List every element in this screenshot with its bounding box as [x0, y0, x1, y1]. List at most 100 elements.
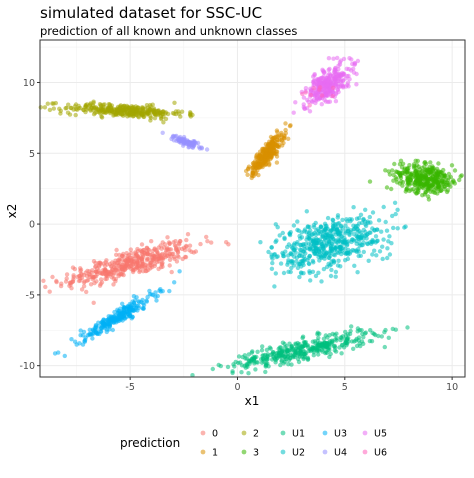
point [343, 340, 348, 346]
point [346, 335, 351, 341]
point [290, 353, 295, 358]
point [291, 248, 296, 253]
legend-item: 3 [241, 448, 259, 459]
point [287, 356, 293, 361]
point [272, 284, 277, 289]
point [270, 140, 275, 146]
point [415, 186, 420, 191]
point [333, 245, 338, 251]
point [316, 238, 321, 243]
point [275, 130, 280, 135]
point [267, 345, 272, 350]
series-1 [243, 121, 293, 181]
point [176, 255, 181, 260]
point [335, 73, 340, 78]
point [159, 261, 164, 266]
point [99, 326, 104, 331]
point [363, 207, 368, 212]
point [177, 139, 182, 144]
point [310, 258, 315, 264]
point [301, 271, 306, 276]
point [311, 222, 317, 228]
point [426, 183, 431, 188]
point [190, 373, 195, 378]
point [143, 268, 148, 274]
point [128, 247, 133, 252]
point [89, 332, 94, 337]
point [383, 327, 388, 333]
point [149, 292, 154, 297]
point [263, 158, 268, 163]
point [328, 273, 334, 279]
point [289, 265, 294, 271]
point [307, 245, 313, 250]
point [143, 252, 148, 257]
point [380, 244, 385, 249]
point [385, 255, 390, 261]
point [231, 362, 236, 367]
point [313, 232, 318, 237]
point [87, 272, 93, 277]
point [159, 246, 164, 251]
point [316, 78, 321, 83]
point [359, 234, 364, 240]
x-tick-label: -5 [125, 382, 134, 393]
point [148, 115, 154, 121]
point [333, 65, 338, 71]
point [104, 329, 110, 335]
point [117, 257, 122, 262]
point [154, 298, 159, 303]
point [431, 184, 437, 189]
point [111, 317, 116, 322]
point [339, 248, 344, 254]
point [345, 332, 351, 337]
point [354, 238, 359, 243]
point [356, 221, 362, 226]
point [94, 109, 100, 115]
point [458, 174, 463, 179]
point [78, 328, 83, 333]
point [104, 324, 110, 329]
point [155, 112, 160, 118]
point [120, 266, 125, 272]
point [335, 213, 341, 218]
point [82, 338, 87, 344]
point [309, 98, 314, 104]
point [307, 103, 312, 108]
point [114, 107, 120, 113]
point [326, 67, 331, 73]
point [331, 77, 336, 82]
point [393, 211, 398, 217]
point [253, 367, 258, 372]
legend-item: U1 [280, 429, 305, 440]
point [327, 71, 332, 76]
point [340, 239, 345, 245]
point [293, 342, 299, 347]
legend-title: prediction [120, 436, 180, 450]
point [317, 249, 322, 255]
point [323, 344, 328, 349]
point [177, 269, 182, 274]
point [326, 261, 331, 267]
point [110, 327, 116, 333]
series-3 [367, 158, 464, 202]
point [63, 279, 69, 284]
point [323, 232, 328, 237]
point [273, 360, 278, 365]
legend-label: 3 [253, 448, 259, 459]
point [253, 170, 258, 175]
point [204, 147, 210, 152]
point [195, 140, 201, 146]
point [289, 362, 294, 367]
point [111, 110, 117, 115]
point [426, 197, 432, 202]
point [321, 250, 326, 255]
point [316, 270, 321, 275]
point [359, 328, 364, 333]
point [331, 236, 336, 242]
point [186, 141, 191, 146]
point [190, 112, 195, 118]
point [161, 120, 166, 125]
point [361, 227, 366, 233]
